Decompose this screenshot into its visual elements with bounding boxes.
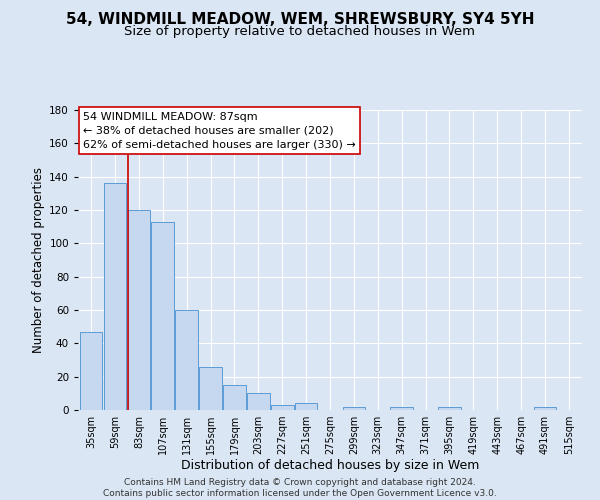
Bar [271, 405, 293, 410]
Text: 54, WINDMILL MEADOW, WEM, SHREWSBURY, SY4 5YH: 54, WINDMILL MEADOW, WEM, SHREWSBURY, SY… [66, 12, 534, 28]
Bar [80, 332, 103, 410]
Y-axis label: Number of detached properties: Number of detached properties [32, 167, 45, 353]
Bar [247, 394, 269, 410]
Bar [175, 310, 198, 410]
Text: Size of property relative to detached houses in Wem: Size of property relative to detached ho… [125, 25, 476, 38]
Bar [128, 210, 150, 410]
Bar [199, 366, 222, 410]
Text: Contains HM Land Registry data © Crown copyright and database right 2024.
Contai: Contains HM Land Registry data © Crown c… [103, 478, 497, 498]
Bar [438, 406, 461, 410]
X-axis label: Distribution of detached houses by size in Wem: Distribution of detached houses by size … [181, 458, 479, 471]
Text: 54 WINDMILL MEADOW: 87sqm
← 38% of detached houses are smaller (202)
62% of semi: 54 WINDMILL MEADOW: 87sqm ← 38% of detac… [83, 112, 356, 150]
Bar [295, 404, 317, 410]
Bar [151, 222, 174, 410]
Bar [104, 184, 127, 410]
Bar [391, 406, 413, 410]
Bar [533, 406, 556, 410]
Bar [223, 385, 246, 410]
Bar [343, 406, 365, 410]
